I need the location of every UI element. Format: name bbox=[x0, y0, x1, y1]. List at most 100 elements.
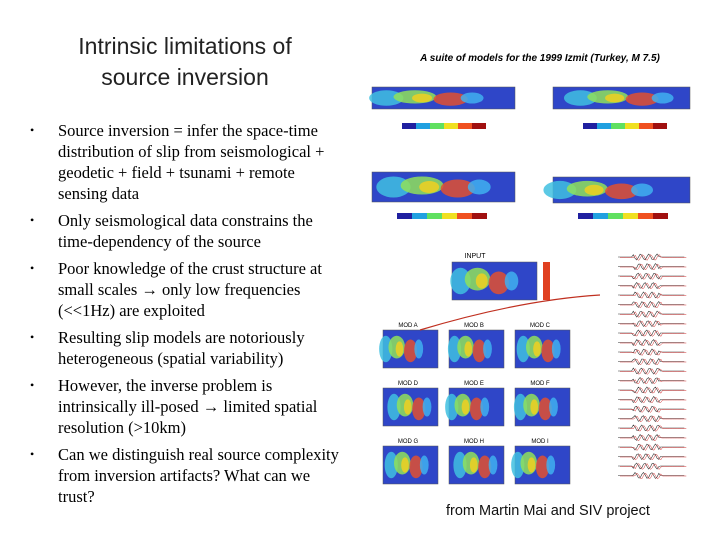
seismogram bbox=[618, 453, 685, 460]
seismogram bbox=[620, 463, 687, 470]
seismogram bbox=[618, 405, 685, 413]
panel-label: MOD E bbox=[464, 381, 484, 387]
panel-label: MOD A bbox=[398, 323, 417, 329]
seismogram bbox=[620, 282, 687, 290]
slip-patch bbox=[440, 179, 475, 198]
seismogram bbox=[620, 377, 687, 385]
seismogram bbox=[620, 434, 687, 442]
colorbar bbox=[442, 213, 457, 219]
colorbar bbox=[597, 123, 611, 129]
bullet: Source inversion = infer the space-time … bbox=[28, 120, 346, 204]
seismogram bbox=[620, 387, 687, 394]
colorbar bbox=[543, 262, 550, 300]
seismogram bbox=[618, 424, 685, 432]
slip-patch bbox=[483, 339, 492, 359]
slip-patch bbox=[422, 397, 432, 417]
seismogram bbox=[618, 253, 685, 261]
slip-patch bbox=[453, 451, 467, 479]
slip-patch bbox=[504, 271, 519, 291]
colorbar bbox=[430, 123, 444, 129]
slip-patch bbox=[516, 335, 530, 363]
slip-patch bbox=[460, 92, 484, 104]
slip-patch bbox=[403, 399, 412, 415]
seismogram bbox=[618, 357, 685, 365]
slip-patch bbox=[409, 455, 423, 479]
colorbar bbox=[639, 123, 653, 129]
slip-patch bbox=[369, 90, 404, 106]
colorbar bbox=[653, 213, 668, 219]
slip-patch bbox=[549, 397, 558, 417]
colorbar bbox=[427, 213, 442, 219]
slip-patch bbox=[414, 339, 424, 359]
slip-patch bbox=[445, 393, 459, 421]
panel-label: MOD F bbox=[530, 381, 550, 387]
slip-patch bbox=[387, 393, 401, 421]
seismogram bbox=[618, 443, 685, 451]
colorbar bbox=[608, 213, 623, 219]
seismogram bbox=[620, 444, 687, 451]
seismogram bbox=[618, 348, 685, 356]
slip-patch bbox=[551, 339, 561, 359]
bullet: Can we distinguish real source complexit… bbox=[28, 444, 346, 507]
seismogram bbox=[620, 368, 687, 375]
slip-patch bbox=[511, 451, 525, 479]
slip-patch bbox=[527, 457, 536, 473]
slip-patch bbox=[403, 339, 418, 363]
seismogram bbox=[620, 406, 687, 413]
slip-patch bbox=[584, 184, 604, 196]
slip-patch bbox=[464, 341, 473, 357]
arrow bbox=[419, 294, 601, 331]
colorbar bbox=[472, 213, 487, 219]
seismogram bbox=[618, 415, 685, 422]
panel-label: MOD C bbox=[530, 323, 551, 329]
seismogram bbox=[620, 263, 687, 271]
slip-patch bbox=[480, 397, 490, 417]
colorbar bbox=[472, 123, 486, 129]
seismogram bbox=[620, 453, 687, 461]
panel-label: INPUT bbox=[465, 253, 487, 260]
slip-patch bbox=[419, 181, 440, 193]
colorbar bbox=[578, 213, 593, 219]
slip-patch bbox=[533, 341, 541, 357]
colorbar bbox=[638, 213, 653, 219]
colorbar bbox=[625, 123, 639, 129]
slip-patch bbox=[563, 90, 597, 106]
seismogram bbox=[620, 396, 687, 404]
slip-patch bbox=[475, 273, 488, 289]
figure-heading: A suite of models for the 1999 Izmit (Tu… bbox=[419, 53, 660, 64]
slip-patch bbox=[395, 341, 404, 357]
seismogram bbox=[620, 292, 687, 299]
slip-patch bbox=[450, 267, 471, 295]
slip-patch bbox=[461, 399, 470, 415]
slip-patch bbox=[541, 339, 555, 363]
colorbar bbox=[583, 123, 597, 129]
panel-label: MOD H bbox=[464, 439, 484, 445]
slip-patch bbox=[543, 180, 577, 200]
slip-patch bbox=[651, 92, 674, 104]
colorbar bbox=[416, 123, 430, 129]
seismogram bbox=[620, 311, 687, 318]
slip-patch bbox=[412, 93, 433, 103]
slip-patch bbox=[488, 455, 498, 475]
slip-patch bbox=[469, 457, 478, 473]
slip-patch bbox=[478, 455, 492, 479]
slip-patch bbox=[625, 92, 659, 106]
bullet: Resulting slip models are notoriously he… bbox=[28, 327, 346, 369]
seismogram bbox=[618, 300, 685, 308]
slip-patch bbox=[546, 455, 556, 475]
colorbar bbox=[402, 123, 416, 129]
seismogram bbox=[618, 339, 685, 346]
slip-patch bbox=[538, 397, 552, 421]
panel-label: MOD G bbox=[398, 439, 419, 445]
slip-patch bbox=[530, 399, 539, 415]
colorbar bbox=[623, 213, 638, 219]
slip-patch bbox=[513, 393, 528, 421]
slip-patch bbox=[605, 183, 638, 200]
slip-patch bbox=[379, 335, 393, 363]
seismogram bbox=[618, 386, 685, 394]
colorbar bbox=[457, 213, 472, 219]
seismogram bbox=[620, 330, 687, 337]
seismogram bbox=[618, 472, 685, 479]
